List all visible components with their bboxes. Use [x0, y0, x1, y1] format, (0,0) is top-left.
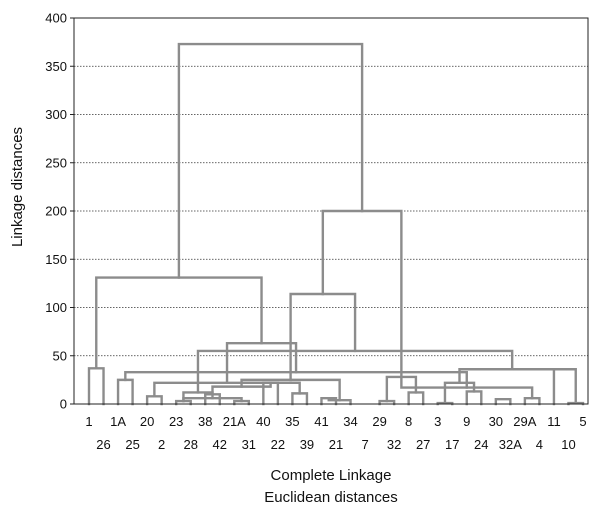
dendrogram-link — [458, 368, 567, 384]
leaf-label: 8 — [405, 414, 412, 429]
y-tick-label: 100 — [45, 300, 67, 315]
leaf-label: 10 — [561, 437, 575, 452]
dendrogram-link — [95, 276, 263, 370]
leaf-label: 2 — [158, 437, 165, 452]
leaf-label: 4 — [536, 437, 543, 452]
y-axis-ticks: 0 50 100 150 200 250 300 350 400 — [45, 11, 74, 412]
leaf-label: 34 — [343, 414, 357, 429]
leaf-label: 23 — [169, 414, 183, 429]
dendrogram-link — [87, 367, 105, 406]
leaf-label: 20 — [140, 414, 154, 429]
y-tick-label: 300 — [45, 107, 67, 122]
y-tick-label: 150 — [45, 252, 67, 267]
leaf-label: 32 — [387, 437, 401, 452]
dendrogram-link — [177, 42, 364, 279]
leaf-label: 39 — [300, 437, 314, 452]
dendrogram-link — [289, 292, 357, 382]
leaf-label: 5 — [579, 414, 586, 429]
dendrogram-link — [552, 368, 577, 406]
y-tick-label: 0 — [60, 397, 67, 412]
dendrogram-link — [443, 381, 476, 405]
leaf-label: 9 — [463, 414, 470, 429]
leaf-label: 1 — [85, 414, 92, 429]
dendrogram-link — [116, 378, 134, 406]
leaf-label: 40 — [256, 414, 270, 429]
leaf-label: 7 — [361, 437, 368, 452]
leaf-label: 35 — [285, 414, 299, 429]
leaf-label: 26 — [96, 437, 110, 452]
dendrogram-links — [87, 42, 585, 406]
leaf-label: 28 — [183, 437, 197, 452]
y-tick-label: 250 — [45, 155, 67, 170]
leaf-label: 22 — [271, 437, 285, 452]
leaf-label: 29A — [513, 414, 536, 429]
leaf-label: 3 — [434, 414, 441, 429]
leaf-label: 30 — [489, 414, 503, 429]
y-tick-label: 50 — [53, 348, 67, 363]
dendrogram-link — [494, 397, 512, 406]
leaf-labels: 1 1A 20 23 38 21A 40 35 41 34 29 8 3 9 30 29A 11 526 25 2 28… — [85, 414, 586, 452]
dendrogram-link — [225, 342, 298, 384]
dendrogram-link — [465, 390, 483, 406]
leaf-label: 25 — [125, 437, 139, 452]
leaf-label: 21 — [329, 437, 343, 452]
leaf-label: 1A — [110, 414, 126, 429]
x-axis-title-line-2: Euclidean distances — [264, 489, 397, 506]
y-axis-title: Linkage distances — [9, 127, 26, 247]
leaf-label: 42 — [213, 437, 227, 452]
y-tick-label: 200 — [45, 204, 67, 219]
leaf-label: 11 — [547, 414, 561, 429]
x-axis-title-line-1: Complete Linkage — [271, 467, 392, 484]
leaf-label: 27 — [416, 437, 430, 452]
leaf-label: 32A — [499, 437, 522, 452]
leaf-label: 21A — [223, 414, 246, 429]
leaf-label: 29 — [372, 414, 386, 429]
leaf-label: 24 — [474, 437, 488, 452]
dendrogram-link — [407, 391, 425, 406]
leaf-label: 17 — [445, 437, 459, 452]
y-tick-label: 350 — [45, 59, 67, 74]
leaf-label: 41 — [314, 414, 328, 429]
dendrogram-link — [291, 392, 309, 406]
y-tick-label: 400 — [45, 11, 67, 26]
leaf-label: 38 — [198, 414, 212, 429]
leaf-label: 31 — [242, 437, 256, 452]
